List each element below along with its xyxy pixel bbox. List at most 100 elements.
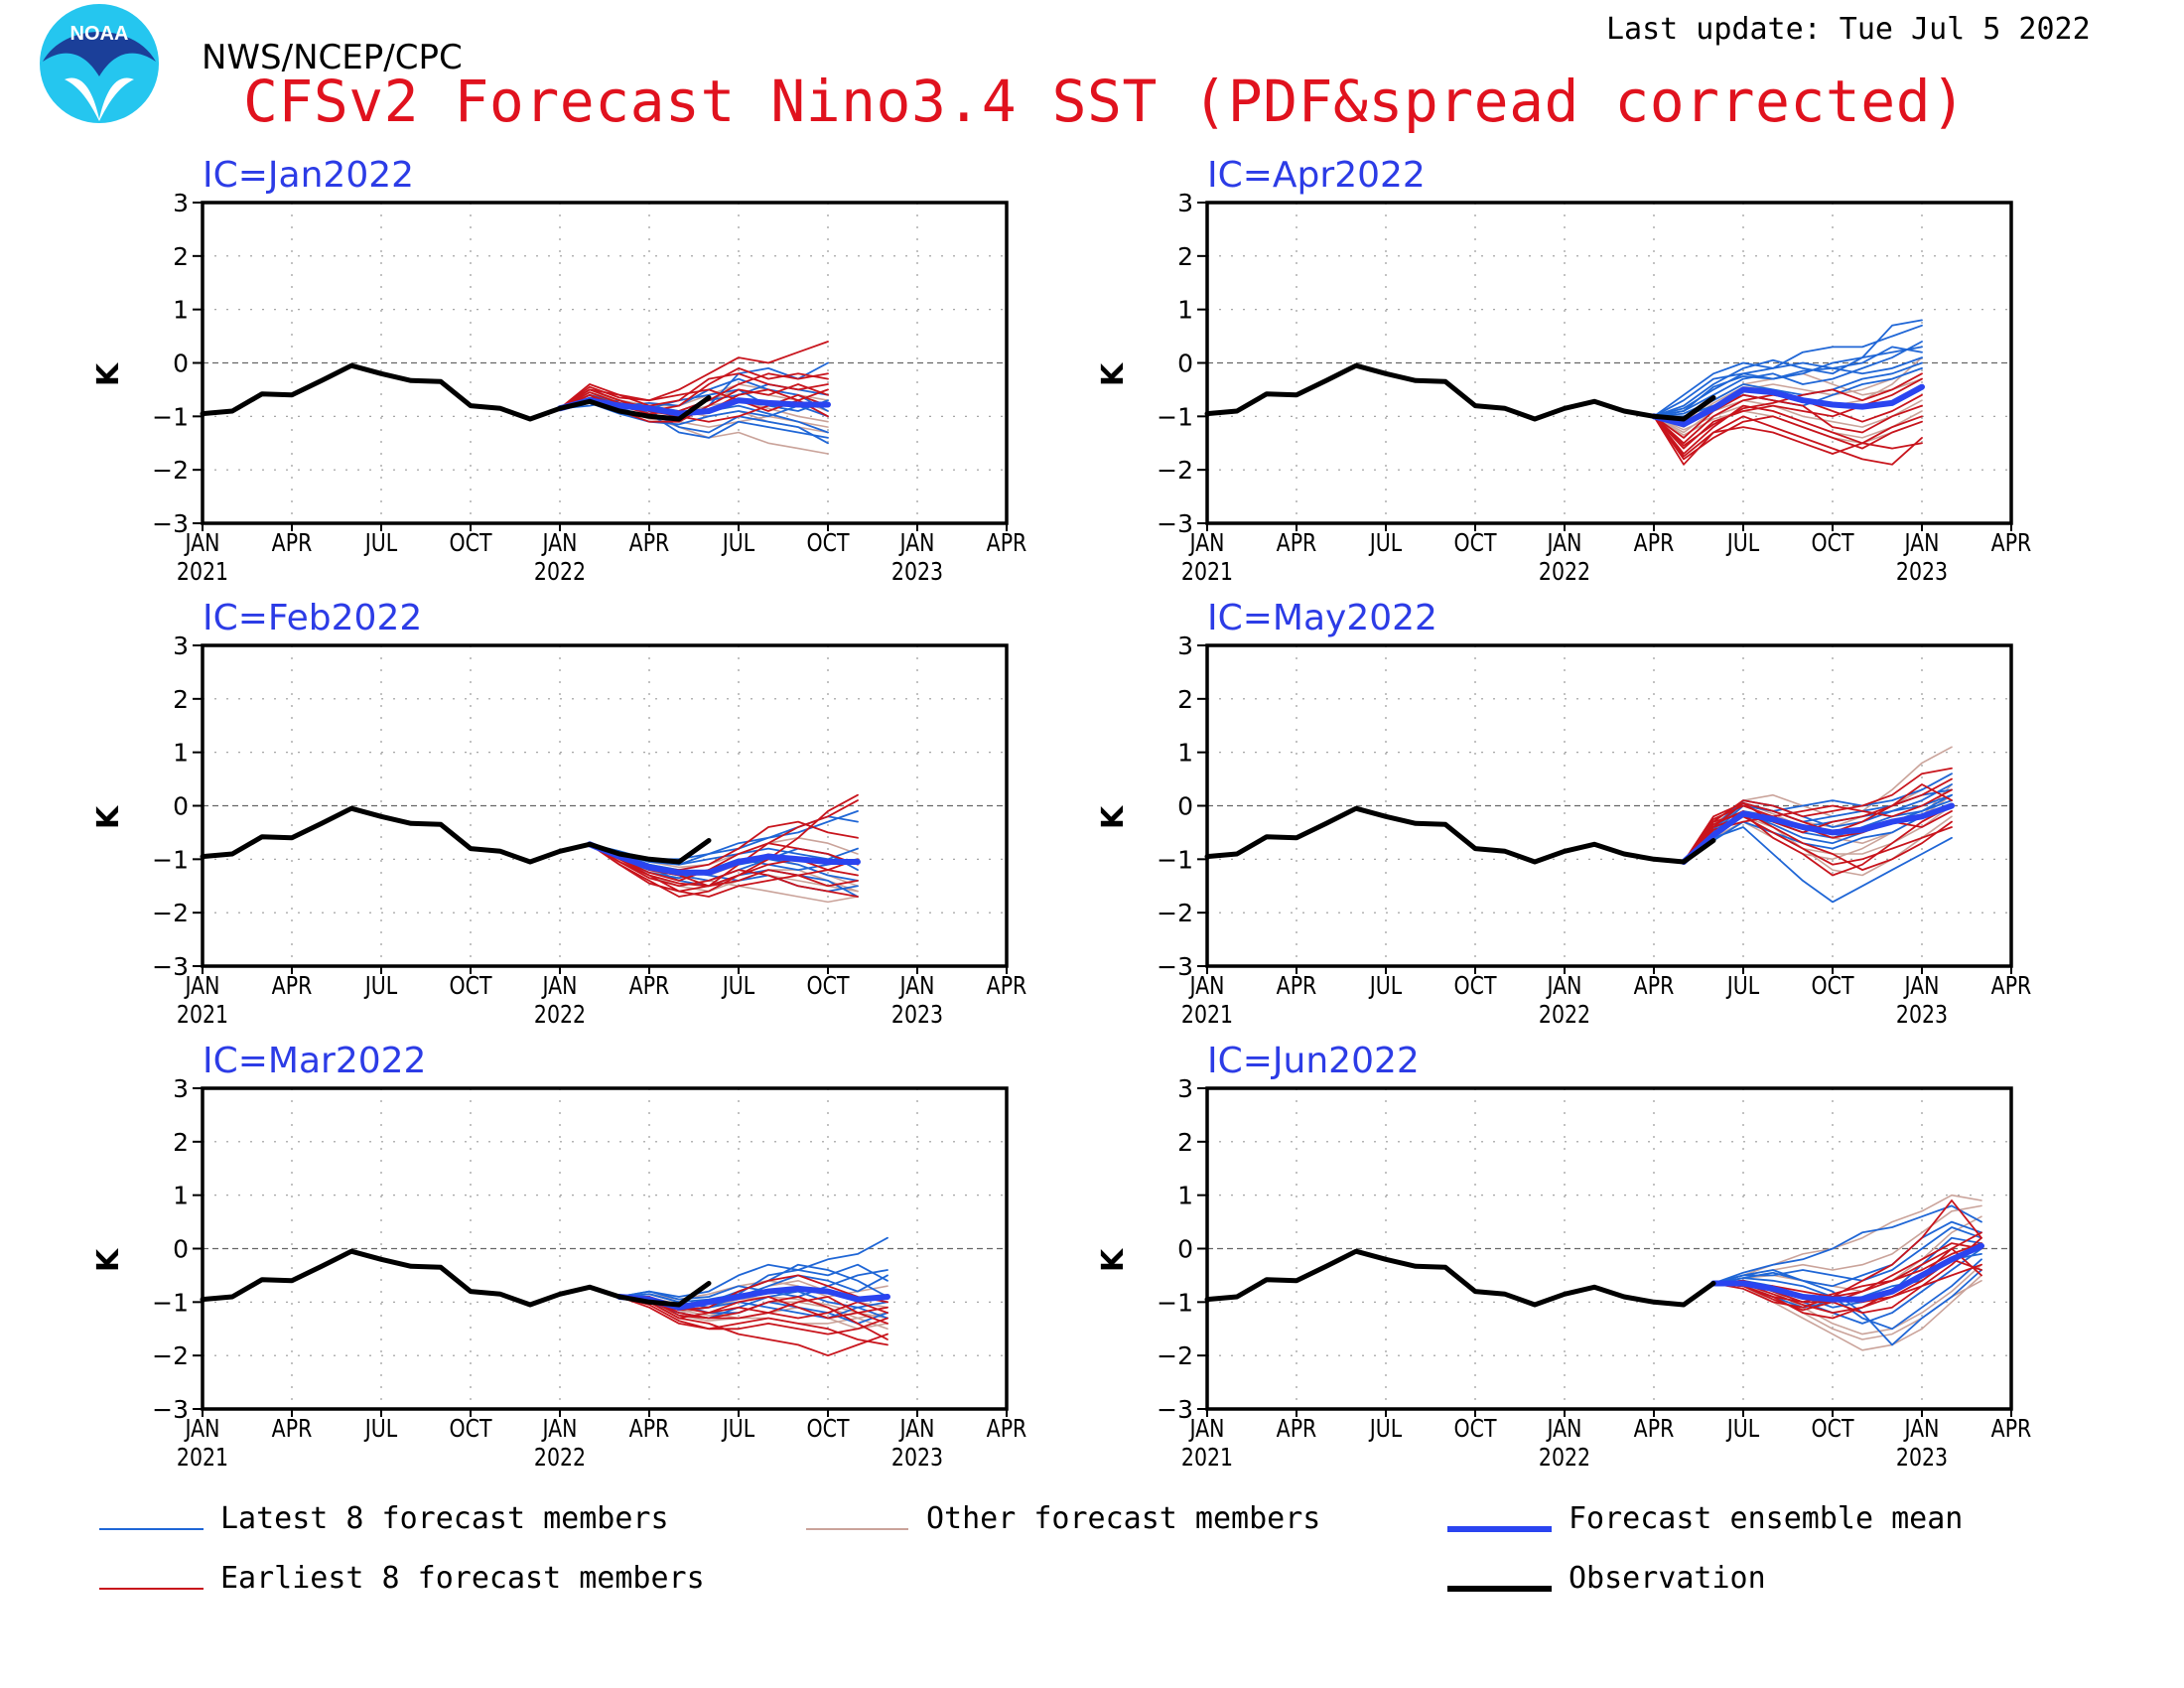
x-tick-label: APR — [987, 1415, 1027, 1443]
y-tick-label: −2 — [152, 456, 189, 485]
latest-member-line — [1712, 1226, 1982, 1285]
ensemble-mean-line — [1651, 383, 1925, 428]
x-year-label: 2021 — [177, 1001, 228, 1029]
earliest-member-line — [1653, 415, 1923, 461]
earliest-member-line — [559, 391, 829, 423]
x-year-label: 2021 — [177, 1444, 228, 1472]
y-tick-label: 0 — [1177, 350, 1193, 378]
y-tick-label: −2 — [152, 899, 189, 927]
x-tick-label: APR — [272, 972, 313, 1000]
x-tick-label: JUL — [721, 529, 754, 557]
x-tick-label: JUL — [721, 972, 754, 1000]
x-tick-label: APR — [1991, 529, 2032, 557]
latest-member-line — [1683, 793, 1953, 863]
x-year-label: 2022 — [1539, 1001, 1590, 1029]
legend-label-observation: Observation — [1569, 1561, 1766, 1596]
legend-label-other: Other forecast members — [926, 1501, 1321, 1536]
latest-member-line — [1712, 1220, 1982, 1288]
observation-line — [200, 1248, 712, 1308]
x-tick-label: JUL — [363, 1415, 397, 1443]
y-tick-label: −3 — [152, 1395, 189, 1424]
x-tick-label: JUL — [1725, 1415, 1759, 1443]
x-tick-label: JAN — [1188, 1415, 1225, 1443]
y-tick-label: 2 — [173, 1128, 189, 1157]
y-tick-label: −3 — [1157, 952, 1193, 981]
y-axis-label: K — [1096, 804, 1131, 829]
y-tick-label: 1 — [1177, 739, 1193, 768]
y-tick-label: −1 — [152, 1288, 189, 1317]
y-axis-label: K — [91, 1247, 126, 1272]
x-year-label: 2023 — [891, 1001, 943, 1029]
earliest-member-line — [1712, 1242, 1982, 1304]
x-tick-label: OCT — [450, 1415, 493, 1443]
latest-member-line — [1653, 319, 1923, 418]
x-tick-label: JAN — [1546, 529, 1582, 557]
earliest-member-line — [589, 842, 859, 882]
y-axis-label: K — [91, 361, 126, 386]
x-tick-label: JUL — [363, 529, 397, 557]
y-tick-label: −1 — [152, 845, 189, 874]
x-year-label: 2021 — [1181, 1444, 1233, 1472]
x-tick-label: APR — [1991, 1415, 2032, 1443]
y-axis-label: K — [91, 804, 126, 829]
x-tick-label: JUL — [1368, 529, 1402, 557]
earliest-member-line — [589, 843, 859, 898]
earliest-member-line — [1653, 404, 1923, 455]
latest-member-line — [559, 393, 829, 445]
x-tick-label: JUL — [1725, 972, 1759, 1000]
y-tick-label: −3 — [1157, 509, 1193, 538]
y-tick-label: 2 — [1177, 242, 1193, 271]
x-tick-label: JAN — [898, 529, 935, 557]
ensemble-mean-line — [1710, 1242, 1984, 1303]
x-tick-label: JAN — [184, 529, 220, 557]
main-title: CFSv2 Forecast Nino3.4 SST (PDF&spread c… — [243, 68, 1967, 135]
x-year-label: 2023 — [891, 1444, 943, 1472]
y-tick-label: −3 — [152, 509, 189, 538]
x-tick-label: OCT — [1454, 1415, 1498, 1443]
ensemble-mean-line — [557, 397, 831, 417]
x-tick-label: APR — [1634, 972, 1675, 1000]
earliest-member-line — [1712, 1199, 1982, 1309]
other-member-line — [1712, 1194, 1982, 1285]
y-tick-label: 3 — [1177, 189, 1193, 217]
y-tick-label: 1 — [173, 739, 189, 768]
x-tick-label: OCT — [1812, 1415, 1855, 1443]
y-tick-label: 3 — [1177, 1074, 1193, 1103]
earliest-member-line — [559, 372, 829, 410]
latest-member-line — [1653, 341, 1923, 418]
x-tick-label: JAN — [1546, 972, 1582, 1000]
x-tick-label: OCT — [807, 529, 851, 557]
x-year-label: 2023 — [1896, 1001, 1948, 1029]
x-tick-label: JAN — [541, 1415, 578, 1443]
y-tick-label: −3 — [152, 952, 189, 981]
y-tick-label: −2 — [1157, 1341, 1193, 1370]
x-tick-label: APR — [629, 1415, 670, 1443]
panel-title: IC=Apr2022 — [1207, 155, 1426, 196]
latest-member-line — [1653, 346, 1923, 418]
y-tick-label: 0 — [1177, 1235, 1193, 1264]
earliest-member-line — [1653, 415, 1923, 458]
x-tick-label: APR — [629, 529, 670, 557]
earliest-member-line — [618, 1296, 888, 1346]
y-tick-label: 2 — [173, 242, 189, 271]
y-tick-label: 0 — [173, 350, 189, 378]
x-tick-label: JAN — [1188, 972, 1225, 1000]
y-tick-label: −3 — [1157, 1395, 1193, 1424]
earliest-member-line — [618, 1296, 888, 1325]
latest-member-line — [1712, 1204, 1982, 1285]
x-tick-label: APR — [272, 529, 313, 557]
x-tick-label: APR — [272, 1415, 313, 1443]
y-tick-label: −1 — [1157, 1288, 1193, 1317]
earliest-member-line — [589, 843, 859, 888]
x-tick-label: JUL — [1368, 1415, 1402, 1443]
y-tick-label: 3 — [1177, 632, 1193, 660]
last-update: Last update: Tue Jul 5 2022 — [1606, 12, 2091, 47]
x-tick-label: APR — [1991, 972, 2032, 1000]
